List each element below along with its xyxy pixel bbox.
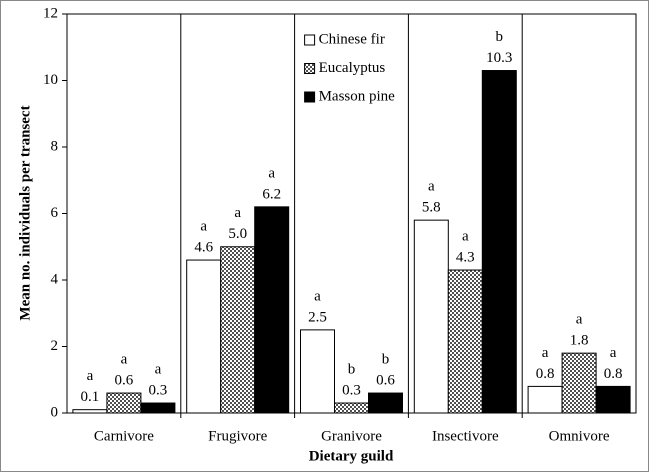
x-tick-label: Omnivore (549, 428, 610, 444)
significance-letter: a (121, 351, 128, 367)
significance-letter: a (462, 228, 469, 244)
plot-frame (66, 13, 637, 414)
bar (254, 206, 290, 414)
value-label: 10.3 (486, 50, 512, 66)
significance-letter: a (268, 165, 275, 181)
y-tick-label: 2 (51, 338, 59, 354)
value-label: 0.8 (536, 366, 555, 382)
legend-label: Masson pine (319, 88, 396, 104)
y-tick-label: 12 (43, 5, 58, 21)
bar (527, 385, 563, 414)
x-tick-label: Frugivore (208, 428, 268, 444)
significance-letter: a (428, 179, 435, 195)
value-label: 0.6 (115, 372, 134, 388)
significance-letter: a (87, 368, 94, 384)
bar (334, 402, 369, 414)
bar (481, 70, 517, 414)
bar (220, 246, 256, 414)
legend-label: Eucalyptus (319, 60, 386, 76)
value-label: 5.8 (422, 200, 441, 216)
bar (106, 392, 142, 414)
legend-swatch (304, 34, 316, 46)
bar (561, 352, 597, 414)
y-tick-label: 0 (51, 404, 59, 420)
value-label: 6.2 (262, 186, 281, 202)
significance-letter: a (542, 345, 549, 361)
y-axis-label: Mean no. individuals per transect (17, 105, 33, 320)
value-label: 5.0 (228, 226, 247, 242)
y-tick-label: 4 (51, 271, 59, 287)
significance-letter: a (314, 288, 321, 304)
bar (140, 402, 176, 414)
legend-label: Chinese fir (319, 31, 385, 47)
bar (595, 385, 631, 414)
value-label: 0.3 (342, 382, 361, 398)
value-label: 4.3 (456, 249, 475, 265)
bar (186, 259, 222, 414)
y-tick-label: 6 (51, 205, 59, 221)
bar (413, 219, 449, 414)
significance-letter: a (610, 345, 617, 361)
bar (368, 392, 403, 414)
bar (447, 269, 483, 414)
value-label: 4.6 (194, 239, 213, 255)
bar (300, 329, 335, 414)
x-axis-label: Dietary guild (309, 448, 394, 464)
x-tick-label: Granivore (321, 428, 382, 444)
value-label: 2.5 (308, 309, 327, 325)
significance-letter: b (348, 361, 356, 377)
legend-swatch (304, 63, 316, 74)
significance-letter: a (200, 218, 207, 234)
significance-letter: b (382, 351, 390, 367)
y-tick-label: 10 (43, 72, 58, 88)
value-label: 0.8 (604, 366, 623, 382)
value-label: 0.6 (376, 372, 395, 388)
x-tick-label: Carnivore (94, 428, 154, 444)
value-label: 0.3 (149, 382, 168, 398)
legend-swatch (304, 91, 316, 103)
significance-letter: a (234, 205, 241, 221)
significance-letter: a (155, 361, 162, 377)
significance-letter: b (496, 29, 504, 45)
significance-letter: a (576, 312, 583, 328)
value-label: 0.1 (81, 389, 100, 405)
x-tick-label: Insectivore (432, 428, 499, 444)
y-tick-label: 8 (51, 138, 59, 154)
value-label: 1.8 (570, 333, 589, 349)
